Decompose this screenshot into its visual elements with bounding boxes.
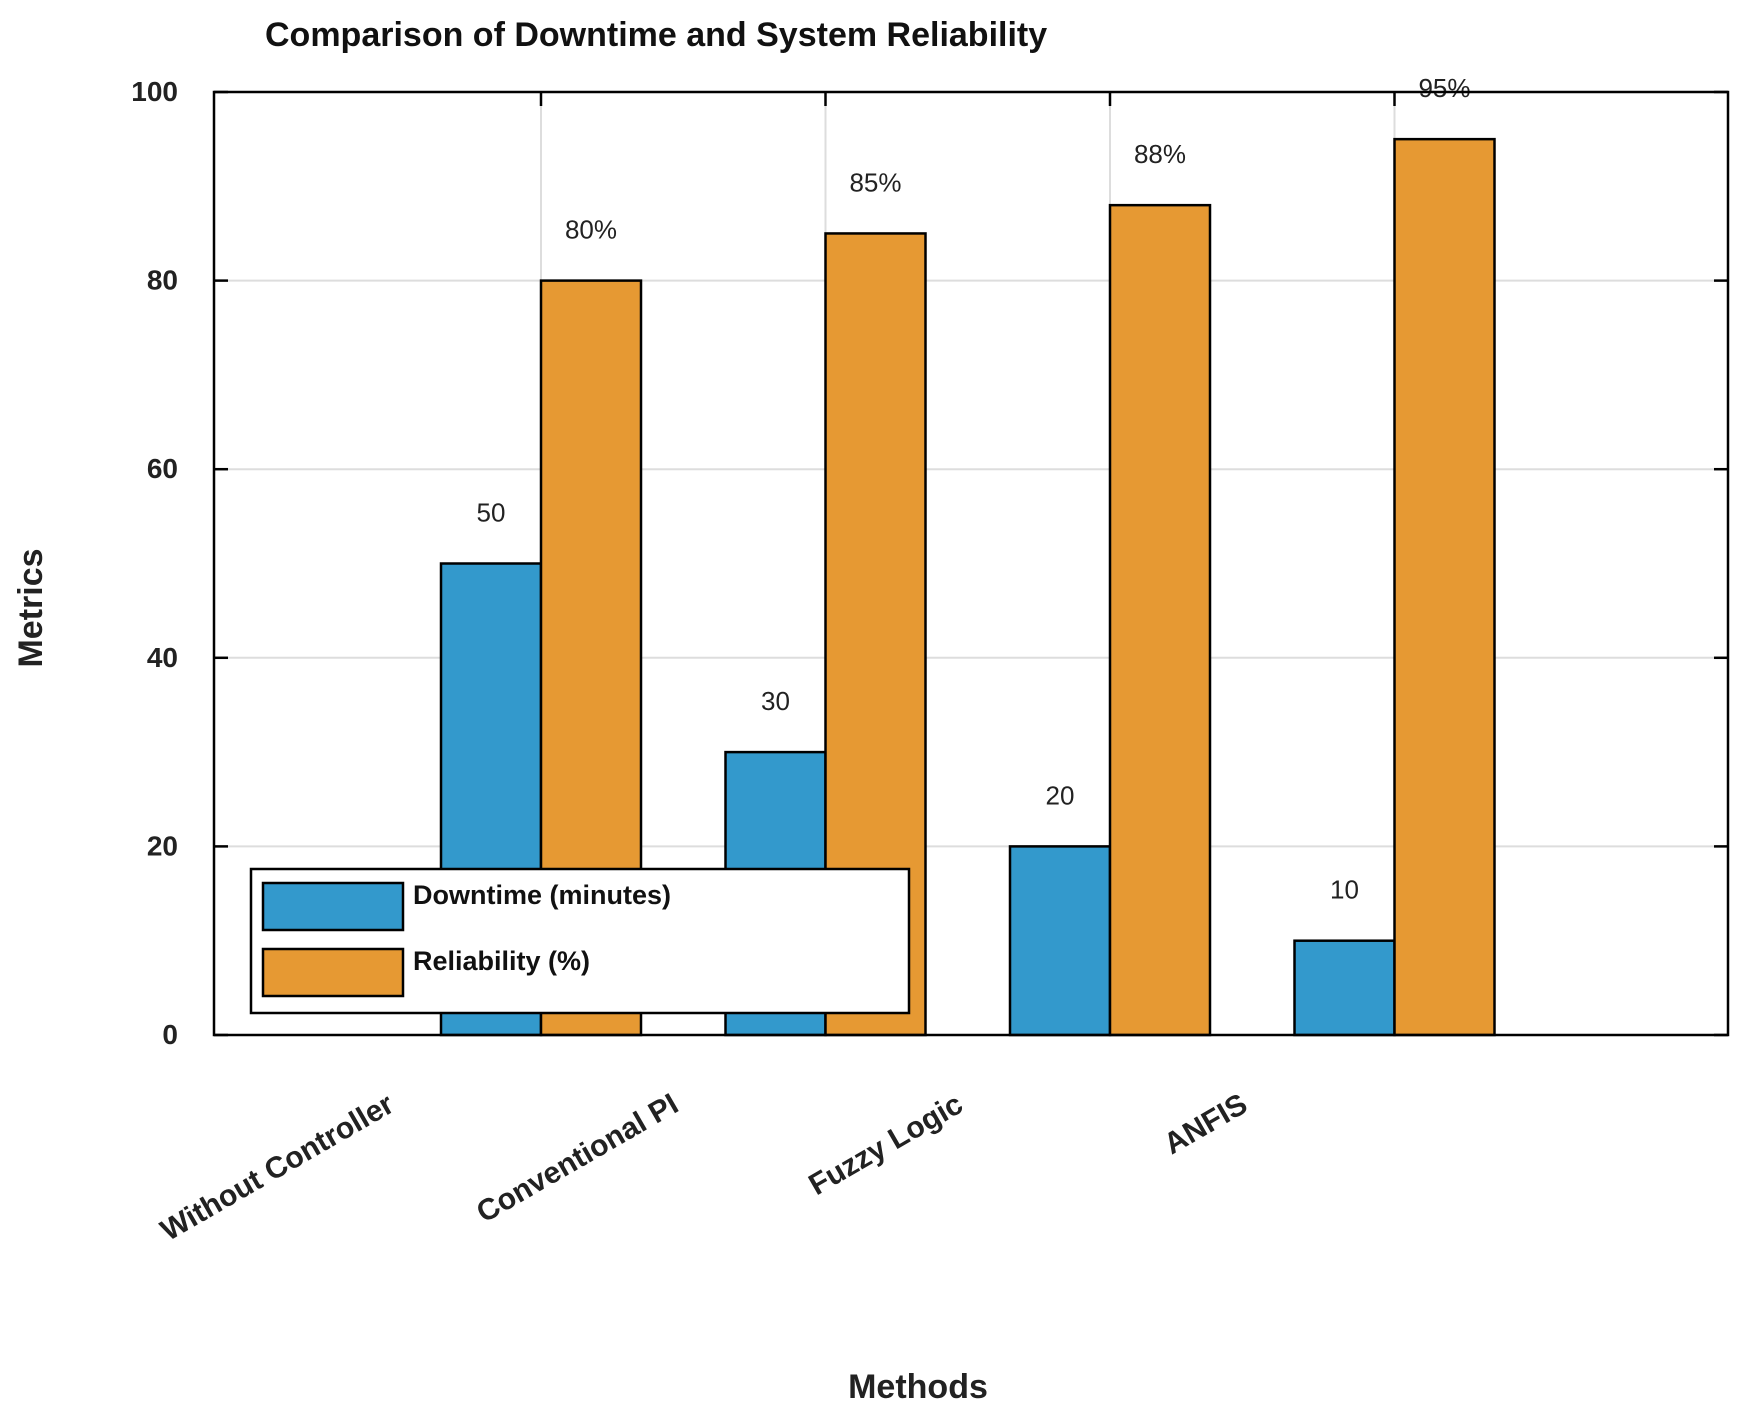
bar-reliability bbox=[1393, 137, 1496, 1037]
legend-swatch-downtime bbox=[261, 881, 405, 932]
data-label-reliability: 95% bbox=[1418, 73, 1470, 103]
x-axis-title: Methods bbox=[848, 1368, 988, 1406]
bar-downtime bbox=[1293, 939, 1396, 1037]
chart-title: Comparison of Downtime and System Reliab… bbox=[265, 16, 1047, 54]
data-label-downtime: 10 bbox=[1330, 875, 1359, 905]
legend-label-downtime: Downtime (minutes) bbox=[413, 880, 671, 910]
y-tick-label: 0 bbox=[162, 1019, 178, 1050]
data-label-reliability: 85% bbox=[849, 167, 901, 197]
data-labels: 50 30 20 10 80% 85% 88% 95% bbox=[477, 73, 1471, 905]
plot-frame bbox=[212, 90, 1730, 1037]
y-tick-label: 80 bbox=[147, 265, 178, 296]
legend: Downtime (minutes) Reliability (%) bbox=[249, 867, 911, 1015]
y-tick-label: 60 bbox=[147, 453, 178, 484]
bar-reliability bbox=[1108, 203, 1212, 1037]
y-tick-label: 40 bbox=[147, 642, 178, 673]
y-tick-label: 100 bbox=[131, 76, 178, 107]
legend-label-reliability: Reliability (%) bbox=[413, 946, 590, 976]
y-axis-title: Metrics bbox=[12, 548, 50, 667]
data-label-downtime: 30 bbox=[761, 686, 790, 716]
data-label-reliability: 80% bbox=[565, 215, 617, 245]
data-label-reliability: 88% bbox=[1134, 139, 1186, 169]
bar-downtime bbox=[1008, 845, 1112, 1037]
y-tick-label: 20 bbox=[147, 830, 178, 861]
legend-swatch-reliability bbox=[261, 947, 405, 998]
data-label-downtime: 50 bbox=[477, 498, 506, 528]
data-label-downtime: 20 bbox=[1046, 780, 1075, 810]
